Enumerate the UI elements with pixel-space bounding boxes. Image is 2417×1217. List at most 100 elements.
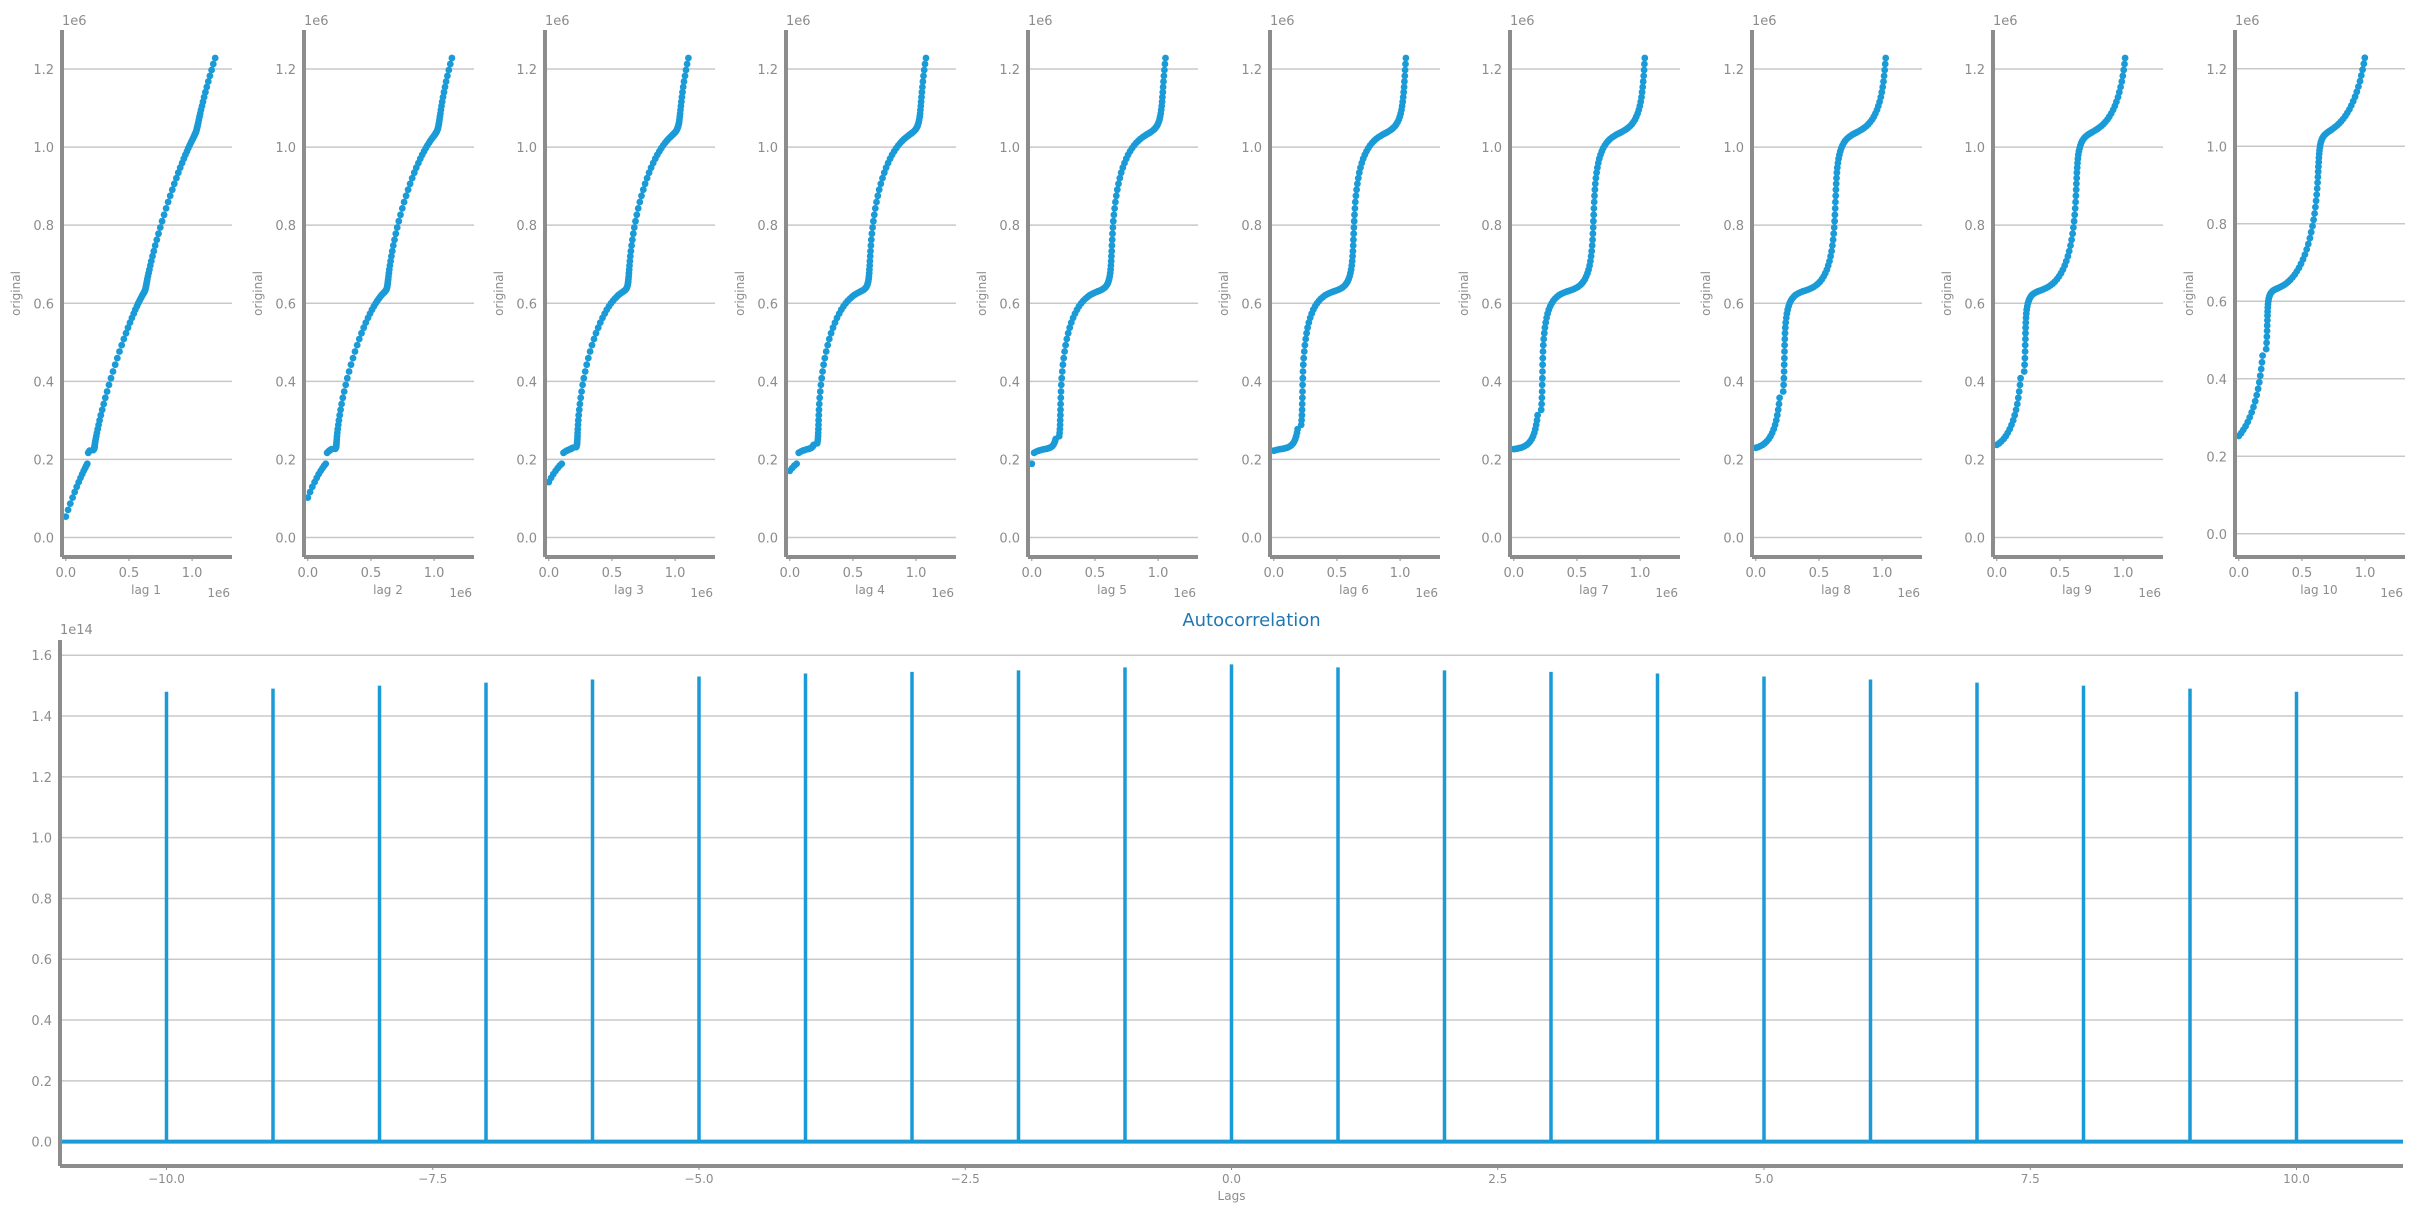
- x-tick-label: 0.0: [1745, 566, 1766, 581]
- scatter-points: [545, 54, 692, 486]
- scatter-point: [918, 88, 926, 96]
- scatter-point: [2117, 83, 2125, 91]
- scatter-point: [866, 257, 874, 265]
- scatter-point: [1161, 60, 1169, 68]
- scatter-point: [1832, 180, 1840, 188]
- scatter-point: [404, 186, 412, 194]
- lag-panel-5: 0.0 0.2 0.4 0.6 0.8 1.0 1.2 0.0 0.5 1.0 1e6 1e6 lag …: [975, 14, 1198, 600]
- scatter-point: [336, 411, 344, 419]
- scatter-point: [1159, 88, 1167, 96]
- y-offset-label: 1e6: [304, 14, 329, 29]
- scatter-point: [1057, 381, 1065, 389]
- scatter-point: [2013, 400, 2021, 408]
- scatter-point: [105, 381, 113, 389]
- scatter-point: [204, 78, 212, 85]
- scatter-point: [1300, 348, 1308, 355]
- scatter-point: [1354, 180, 1361, 188]
- scatter-point: [1832, 192, 1840, 200]
- y-offset-label: 1e6: [1752, 14, 1777, 29]
- scatter-point: [1351, 211, 1358, 219]
- scatter-point: [1587, 252, 1595, 260]
- scatter-points: [2235, 54, 2369, 440]
- y-tick-label: 0.4: [999, 375, 1020, 390]
- scatter-point: [2314, 179, 2322, 187]
- scatter-point: [827, 329, 835, 337]
- scatter-point: [1399, 93, 1407, 101]
- x-tick-label: 1.0: [906, 566, 927, 581]
- scatter-point: [2014, 394, 2022, 402]
- scatter-point: [2304, 240, 2312, 248]
- scatter-point: [395, 217, 403, 225]
- scatter-point: [150, 247, 158, 255]
- scatter-point: [633, 211, 641, 219]
- scatter-point: [2072, 198, 2080, 206]
- scatter-point: [164, 198, 172, 206]
- y-offset-label: 1e6: [1028, 14, 1053, 29]
- y-tick-label: 0.0: [999, 531, 1020, 546]
- scatter-point: [580, 374, 588, 382]
- x-tick-label: 0.0: [1263, 566, 1284, 581]
- scatter-point: [1064, 329, 1072, 337]
- scatter-point: [870, 217, 877, 225]
- scatter-point: [2120, 66, 2128, 74]
- y-tick-label: 0.2: [33, 453, 54, 468]
- y-tick-label: 0.6: [757, 297, 778, 312]
- scatter-point: [1832, 186, 1840, 194]
- scatter-point: [1400, 88, 1408, 96]
- y-tick-label: 0.8: [1241, 219, 1262, 234]
- scatter-point: [825, 335, 833, 343]
- scatter-point: [2015, 388, 2023, 395]
- y-offset-label: 1e14: [60, 623, 93, 638]
- x-axis-label: lag 8: [1821, 583, 1851, 597]
- y-tick-label: 0.6: [33, 297, 54, 312]
- y-tick-label: 0.0: [516, 531, 537, 546]
- x-tick-label: 0.0: [538, 566, 559, 581]
- y-tick-label: 0.0: [1723, 531, 1744, 546]
- scatter-point: [2264, 317, 2271, 324]
- lag-panel-8: 0.0 0.2 0.4 0.6 0.8 1.0 1.2 0.0 0.5 1.0 1e6 1e6 lag …: [1699, 14, 1922, 600]
- x-axis-label: lag 9: [2062, 583, 2092, 597]
- scatter-point: [66, 500, 74, 507]
- scatter-point: [575, 406, 583, 414]
- scatter-point: [1779, 388, 1787, 395]
- scatter-point: [579, 381, 586, 389]
- scatter-point: [1402, 54, 1410, 62]
- scatter-point: [120, 335, 128, 343]
- y-tick-label: 0.2: [999, 453, 1020, 468]
- x-tick-label: 0.5: [2050, 566, 2071, 581]
- scatter-point: [1880, 78, 1887, 85]
- x-tick-label: 1.0: [182, 566, 203, 581]
- y-tick-label: 1.2: [757, 63, 778, 78]
- scatter-point: [1589, 224, 1597, 231]
- scatter-point: [388, 252, 395, 260]
- scatter-point: [1058, 368, 1066, 375]
- lag-panel-4: 0.0 0.2 0.4 0.6 0.8 1.0 1.2 0.0 0.5 1.0 1e6 1e6 lag …: [733, 14, 956, 600]
- scatter-point: [406, 180, 414, 188]
- scatter-point: [1539, 354, 1547, 362]
- scatter-point: [639, 186, 647, 194]
- scatter-point: [1833, 169, 1841, 177]
- scatter-point: [1298, 406, 1306, 414]
- scatter-point: [815, 411, 823, 419]
- scatter-point: [2250, 403, 2257, 411]
- scatter-point: [1781, 354, 1788, 362]
- scatter-point: [1057, 400, 1064, 408]
- y-offset-label: 1e6: [62, 14, 87, 29]
- y-tick-label: 0.8: [275, 219, 296, 234]
- scatter-point: [590, 335, 598, 343]
- scatter-point: [681, 72, 689, 80]
- scatter-point: [62, 513, 70, 520]
- scatter-point: [1299, 394, 1306, 402]
- y-tick-label: 0.2: [1964, 453, 1985, 468]
- scatter-point: [2071, 211, 2079, 219]
- scatter-point: [2262, 345, 2270, 353]
- y-tick-label: 0.0: [275, 531, 296, 546]
- scatter-point: [1159, 83, 1167, 91]
- scatter-point: [322, 460, 330, 468]
- scatter-point: [2353, 88, 2361, 96]
- scatter-point: [2303, 246, 2311, 253]
- scatter-point: [922, 54, 930, 62]
- y-tick-label: 1.2: [1481, 63, 1502, 78]
- scatter-point: [2021, 348, 2029, 355]
- scatter-point: [1539, 368, 1546, 375]
